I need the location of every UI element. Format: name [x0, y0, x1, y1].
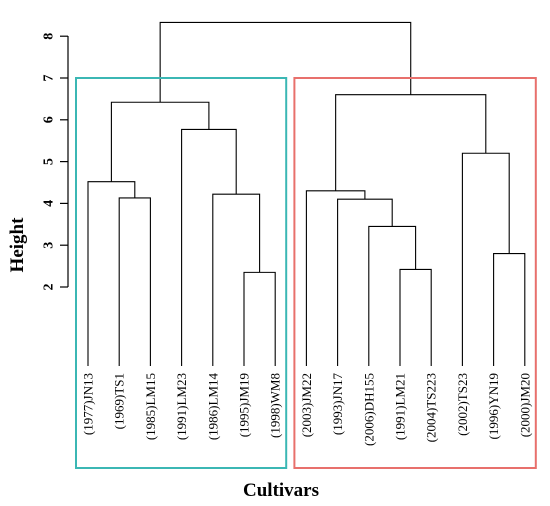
y-axis: 2 3 4 5 6 7 8	[42, 33, 69, 291]
dendrogram-merge-m8	[305, 190, 366, 366]
dendrogram-merge-m10	[461, 152, 510, 366]
y-axis-title: Height	[7, 217, 28, 273]
leaf-label: (2006)DH155	[361, 373, 376, 446]
dendrogram-merge-m14	[159, 21, 412, 103]
leaf-label: (1969)TS1	[112, 373, 127, 429]
leaf-label: (2002)TS23	[455, 373, 470, 436]
cluster-boxes	[75, 77, 537, 469]
dendrogram-merge-m2	[399, 268, 432, 366]
dendrogram-merge-m9	[87, 181, 136, 366]
dendrogram-merge-m12	[110, 101, 210, 182]
leaf-label: (1998)WM8	[268, 373, 283, 438]
leaf-label: (1991)LM21	[393, 373, 408, 440]
cluster-box-cluster-2	[293, 77, 537, 469]
x-axis-title: Cultivars	[243, 480, 319, 501]
leaf-label: (2000)JM20	[517, 373, 532, 437]
leaf-label: (1985)LM15	[143, 373, 158, 440]
leaf-label: (1986)LM14	[205, 373, 220, 441]
dendrogram-merge-m7	[212, 193, 261, 366]
y-tick-label: 4	[42, 200, 57, 207]
leaf-label: (2004)TS223	[424, 373, 439, 442]
dendrogram-merge-m5	[337, 198, 393, 366]
leaf-label: (1996)YN19	[486, 373, 501, 439]
dendrogram-merge-m11	[181, 128, 237, 366]
leaf-label: (2003)JM22	[299, 373, 314, 437]
y-tick-label: 5	[42, 158, 57, 165]
leaf-label: (1993)JN17	[330, 373, 345, 436]
dendrogram-merge-m4	[368, 225, 417, 366]
dendrogram-branches	[87, 21, 526, 366]
leaf-label: (1991)LM23	[174, 373, 189, 440]
y-tick-label: 7	[42, 75, 57, 82]
dendrogram-merge-m13	[335, 94, 487, 191]
leaf-labels: (1977)JN13 (1969)TS1 (1985)LM15 (1991)LM23 (…	[81, 373, 533, 446]
dendrogram-merge-m3	[493, 253, 526, 366]
dendrogram-merge-m6	[118, 197, 151, 366]
cluster-box-cluster-1	[75, 77, 288, 469]
leaf-label: (1995)JM19	[237, 373, 252, 437]
y-tick-label: 2	[42, 284, 57, 291]
leaf-label: (1977)JN13	[81, 373, 96, 435]
dendrogram-merge-m1	[243, 271, 276, 366]
y-tick-label: 3	[42, 242, 57, 249]
y-tick-label: 8	[42, 33, 57, 40]
y-tick-label: 6	[42, 116, 57, 123]
